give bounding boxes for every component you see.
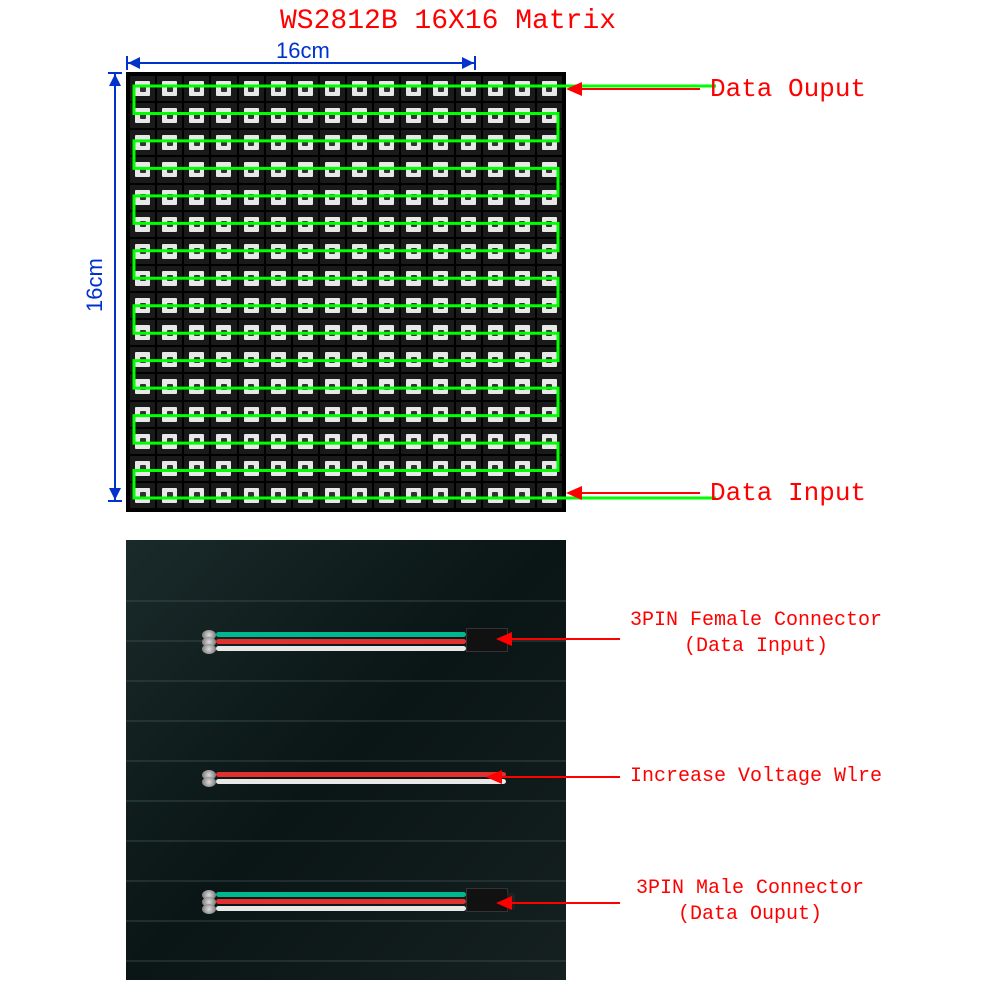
male-connector-line2: (Data Ouput) xyxy=(636,902,864,928)
data-input-arrow xyxy=(580,492,700,494)
data-input-label: Data Input xyxy=(710,478,866,508)
data-output-arrow xyxy=(580,88,700,90)
led-matrix xyxy=(126,72,566,512)
dimension-vertical: 16cm xyxy=(92,72,120,502)
voltage-wire-line1: Increase Voltage Wlre xyxy=(630,764,882,790)
male-connector-arrow xyxy=(510,902,620,904)
male-connector-label: 3PIN Male Connector (Data Ouput) xyxy=(636,876,864,928)
pcb-photo xyxy=(126,540,566,980)
dimension-horizontal: 16cm xyxy=(126,40,476,68)
female-connector-line1: 3PIN Female Connector xyxy=(630,608,882,634)
female-connector-label: 3PIN Female Connector (Data Input) xyxy=(630,608,882,660)
female-connector-arrow xyxy=(510,638,620,640)
height-label: 16cm xyxy=(82,258,108,312)
data-output-label: Data Ouput xyxy=(710,74,866,104)
voltage-wire-label: Increase Voltage Wlre xyxy=(630,764,882,790)
female-connector-line2: (Data Input) xyxy=(630,634,882,660)
width-label: 16cm xyxy=(276,38,330,64)
male-connector-line1: 3PIN Male Connector xyxy=(636,876,864,902)
voltage-wire-arrow xyxy=(500,776,620,778)
page-title: WS2812B 16X16 Matrix xyxy=(280,6,616,37)
